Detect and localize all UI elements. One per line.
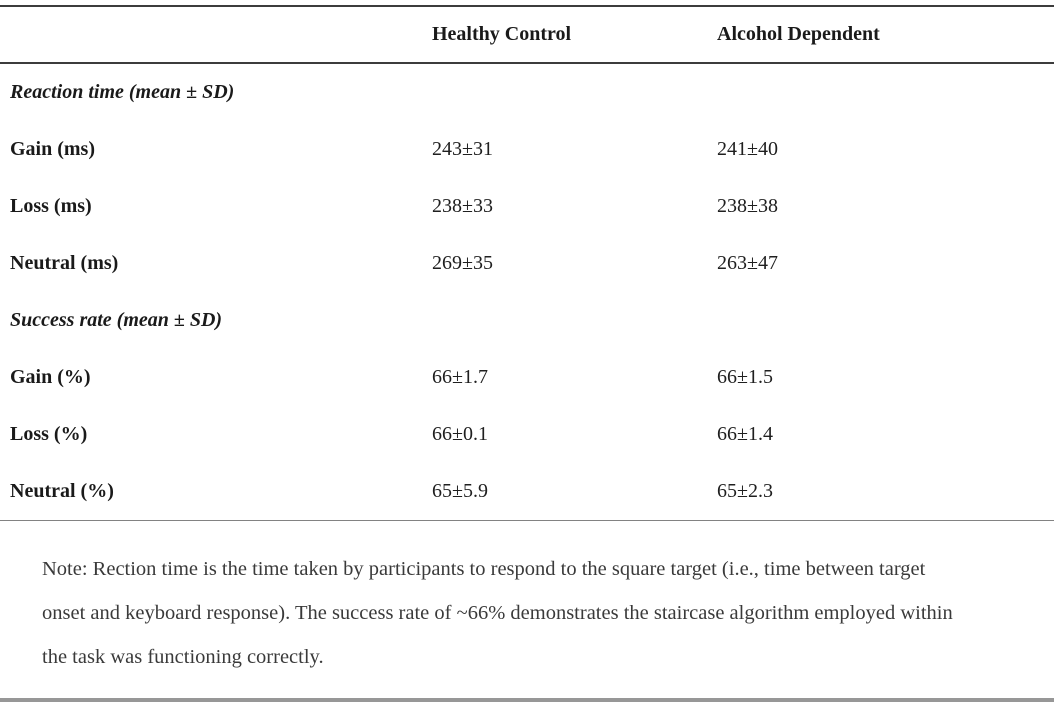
- section-row-reaction-time: Reaction time (mean ± SD): [0, 63, 1054, 121]
- header-empty-cell: [0, 6, 432, 64]
- row-label: Neutral (%): [0, 463, 432, 521]
- table-row-loss-ms: Loss (ms) 238±33 238±38: [0, 178, 1054, 235]
- cell-healthy-control: 269±35: [432, 252, 493, 274]
- cell-healthy-control: 243±31: [432, 138, 493, 160]
- cell-healthy-control: 66±1.7: [432, 366, 488, 388]
- row-label: Gain (ms): [10, 138, 95, 160]
- cell-healthy-control: 66±0.1: [432, 423, 488, 445]
- header-row: Healthy Control Alcohol Dependent: [0, 6, 1054, 64]
- row-label: Loss (ms): [10, 195, 92, 217]
- table-note: Note: Rection time is the time taken by …: [42, 558, 953, 668]
- cell-alcohol-dependent: 241±40: [717, 138, 778, 160]
- cell-alcohol-dependent: 66±1.4: [717, 423, 773, 445]
- results-table: Healthy Control Alcohol Dependent Reacti…: [0, 5, 1054, 521]
- cell-alcohol-dependent: 263±47: [717, 252, 778, 274]
- table-row-gain-ms: Gain (ms) 243±31 241±40: [0, 121, 1054, 178]
- cell-healthy-control: 65±5.9: [432, 463, 717, 521]
- row-label: Loss (%): [10, 423, 88, 445]
- header-healthy-control: Healthy Control: [432, 6, 717, 64]
- table-row-gain-pct: Gain (%) 66±1.7 66±1.5: [0, 349, 1054, 406]
- row-label: Gain (%): [10, 366, 91, 388]
- cell-alcohol-dependent: 65±2.3: [717, 463, 1054, 521]
- bottom-rule-divider: [0, 698, 1054, 702]
- section-row-success-rate: Success rate (mean ± SD): [0, 292, 1054, 349]
- cell-healthy-control: 238±33: [432, 195, 493, 217]
- cell-alcohol-dependent: 66±1.5: [717, 366, 773, 388]
- table-row-loss-pct: Loss (%) 66±0.1 66±1.4: [0, 406, 1054, 463]
- header-alcohol-dependent: Alcohol Dependent: [717, 6, 1054, 64]
- row-label: Neutral (ms): [10, 252, 119, 274]
- table-row-neutral-ms: Neutral (ms) 269±35 263±47: [0, 235, 1054, 292]
- table-row-neutral-pct: Neutral (%) 65±5.9 65±2.3: [0, 463, 1054, 521]
- section-title: Reaction time (mean ± SD): [10, 81, 235, 103]
- section-title: Success rate (mean ± SD): [10, 309, 223, 331]
- cell-alcohol-dependent: 238±38: [717, 195, 778, 217]
